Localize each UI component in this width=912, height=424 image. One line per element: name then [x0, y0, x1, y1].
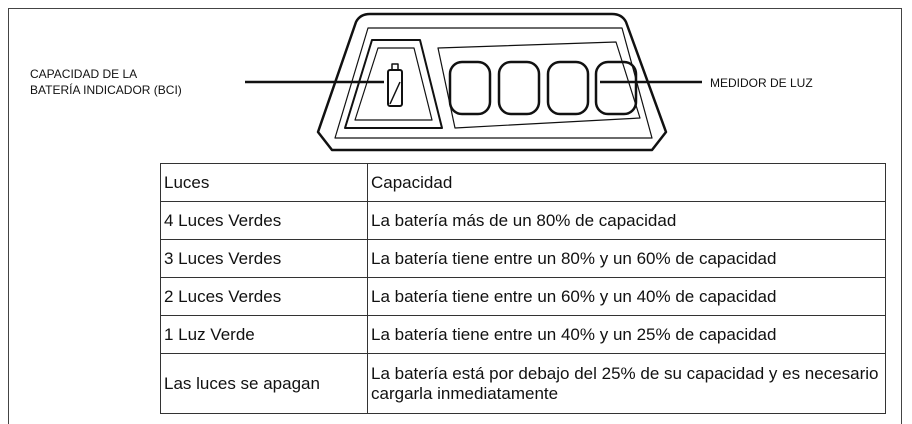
table-cell: Las luces se apagan — [160, 353, 368, 414]
bci-label-line: CAPACIDAD DE LA — [30, 67, 138, 81]
table-row: 4 Luces Verdes La batería más de un 80% d… — [160, 201, 886, 240]
table-cell: La batería tiene entre un 40% y un 25% d… — [367, 315, 886, 354]
header-cell: Capacidad — [367, 163, 886, 202]
meter-label: MEDIDOR DE LUZ — [710, 76, 813, 90]
table-body: Luces Capacidad 4 Luces Verdes La batería… — [160, 163, 886, 414]
device-bezel — [334, 27, 653, 139]
capacity-table: Luces Capacidad 4 Luces Verdes La batería… — [160, 163, 886, 414]
bci-label: CAPACIDAD DE LA BATERÍA INDICADOR (BCI) — [30, 66, 182, 98]
table-cell: 3 Luces Verdes — [160, 239, 368, 278]
battery-icon — [387, 69, 403, 107]
table-cell: La batería está por debajo del 25% de su… — [367, 353, 886, 414]
table-cell: 4 Luces Verdes — [160, 201, 368, 240]
table-cell: La batería tiene entre un 80% y un 60% d… — [367, 239, 886, 278]
table-row: Las luces se apagan La batería está por d… — [160, 353, 886, 414]
table-cell: La batería tiene entre un 60% y un 40% d… — [367, 277, 886, 316]
battery-tip — [391, 63, 399, 71]
bci-label-line: BATERÍA INDICADOR (BCI) — [30, 83, 182, 97]
battery-slash — [389, 81, 401, 105]
header-cell: Luces — [160, 163, 368, 202]
table-row: 1 Luz Verde La batería tiene entre un 40%… — [160, 315, 886, 354]
device-outline — [316, 12, 668, 152]
frame — [8, 8, 902, 424]
table-cell: 2 Luces Verdes — [160, 277, 368, 316]
light-1 — [448, 60, 492, 116]
bci-button — [344, 39, 443, 129]
header-row: Luces Capacidad — [160, 163, 886, 202]
table-row: 2 Luces Verdes La batería tiene entre un … — [160, 277, 886, 316]
light-4 — [594, 60, 638, 116]
table-row: 3 Luces Verdes La batería tiene entre un … — [160, 239, 886, 278]
bci-button-inner — [354, 47, 433, 121]
table-cell: La batería más de un 80% de capacidad — [367, 201, 886, 240]
light-3 — [546, 60, 590, 116]
table-cell: 1 Luz Verde — [160, 315, 368, 354]
light-2 — [497, 60, 541, 116]
